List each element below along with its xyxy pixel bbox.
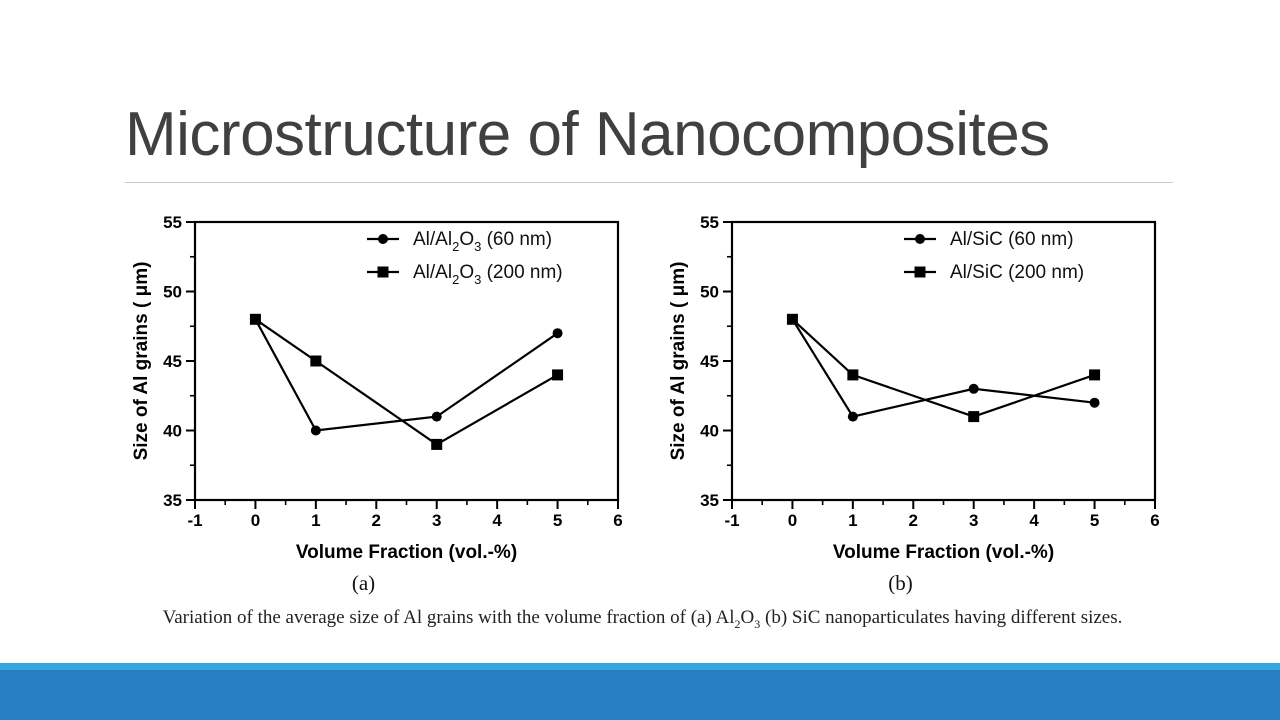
chart-b-xtick-label-2: 1 [848, 511, 857, 530]
chart-b-ytick-label-0: 35 [700, 491, 719, 510]
title-divider [125, 182, 1173, 183]
chart-b-ytick-label-3: 50 [700, 283, 719, 302]
chart-b-ytick-label-2: 45 [700, 352, 719, 371]
chart-b-xtick-label-4: 3 [969, 511, 978, 530]
chart-a-legend-label-0-part-3: 3 [474, 239, 481, 254]
footer-accent-stripe [0, 663, 1280, 670]
chart-b-xtick-label-3: 2 [909, 511, 918, 530]
chart-a-series-0-point-2 [431, 411, 442, 422]
chart-b-series-1-point-2 [968, 411, 980, 423]
chart-a-legend-label-1-part-3: 3 [474, 272, 481, 287]
chart-panel-a: -1 0 1 2 3 4 5 6 35 40 45 50 55 Volume Fraction (vol.… [125, 200, 625, 600]
chart-b-legend-marker-1 [914, 266, 926, 278]
chart-a-x-axis-title: Volume Fraction (vol.-%) [296, 542, 517, 563]
caption-prefix: Variation of the average size of Al grai… [162, 607, 735, 628]
caption-sub-2: 2 [734, 616, 741, 631]
chart-a-ytick-label-0: 35 [163, 491, 182, 510]
chart-b-series-0-point-1 [847, 411, 858, 422]
chart-b-legend-label-1: Al/SiC (200 nm) [950, 262, 1084, 283]
chart-b-legend-label-0-part-0: Al/SiC (60 nm) [950, 229, 1074, 250]
chart-a-legend-label-0-part-1: 2 [452, 239, 459, 254]
chart-b-panel-label: (b) [888, 571, 913, 595]
chart-a-legend-label-0-part-4: (60 nm) [481, 229, 552, 250]
chart-panel-b: -1 0 1 2 3 4 5 6 35 40 45 50 55 Volume Fraction (vol.… [662, 200, 1162, 600]
chart-a-xtick-label-2: 1 [311, 511, 320, 530]
chart-b-y-axis-title: Size of Al grains ( μm) [668, 262, 689, 461]
chart-b-series-1-point-3 [1089, 369, 1101, 381]
chart-a-xtick-label-1: 0 [251, 511, 260, 530]
chart-b-series-1-point-0 [786, 313, 798, 325]
chart-a-xtick-label-3: 2 [372, 511, 381, 530]
chart-b-xtick-label-6: 5 [1090, 511, 1099, 530]
chart-a-legend-marker-1 [377, 266, 389, 278]
chart-a-legend-label-0-part-0: Al/Al [413, 229, 452, 250]
chart-a-xtick-label-4: 3 [432, 511, 441, 530]
chart-a-xtick-label-0: -1 [187, 511, 202, 530]
chart-a-legend-label-1-part-1: 2 [452, 272, 459, 287]
chart-b-x-axis-title: Volume Fraction (vol.-%) [833, 542, 1054, 563]
chart-a-ytick-label-4: 55 [163, 213, 182, 232]
chart-a-legend-label-0-part-2: O [459, 229, 474, 250]
chart-a-ytick-label-3: 50 [163, 283, 182, 302]
chart-b-series-1-line [791, 318, 1095, 418]
chart-a-series-1-line [254, 318, 559, 446]
chart-b-xtick-label-1: 0 [788, 511, 797, 530]
chart-b-series-0-point-3 [1089, 397, 1100, 408]
chart-b-legend-marker-0 [915, 234, 925, 244]
chart-a-legend-label-1-part-0: Al/Al [413, 262, 452, 283]
chart-a-xtick-label-5: 4 [492, 511, 502, 530]
chart-a-series-1-point-2 [431, 438, 443, 450]
caption-sub-3: 3 [754, 616, 761, 631]
chart-a-series-1-point-1 [310, 355, 322, 367]
chart-a-ytick-label-2: 45 [163, 352, 182, 371]
chart-b-legend-label-0: Al/SiC (60 nm) [950, 229, 1074, 250]
chart-a-legend-label-1: Al/Al2O3 (200 nm) [413, 262, 563, 287]
footer-band [0, 663, 1280, 720]
caption-suffix: (b) SiC nanoparticulates having differen… [760, 607, 1123, 628]
chart-a-series-0-point-1 [310, 425, 321, 436]
chart-b-xtick-label-7: 6 [1150, 511, 1159, 530]
chart-a-series-1-point-0 [249, 313, 261, 325]
chart-b-series-0-point-2 [968, 383, 979, 394]
chart-b-series-0-line [791, 318, 1095, 418]
chart-a-legend-label-1-part-2: O [459, 262, 474, 283]
chart-b-legend-label-1-part-0: Al/SiC (200 nm) [950, 262, 1084, 283]
chart-b-series-1-point-1 [847, 369, 859, 381]
chart-b-xtick-label-0: -1 [724, 511, 739, 530]
figure-caption: Variation of the average size of Al grai… [120, 605, 1165, 637]
chart-a-y-axis-title: Size of Al grains ( μm) [131, 262, 152, 461]
chart-b-ytick-label-4: 55 [700, 213, 719, 232]
chart-a-legend-label-1-part-4: (200 nm) [481, 262, 562, 283]
chart-a-legend-marker-0 [378, 234, 388, 244]
slide-title: Microstructure of Nanocomposites [125, 100, 1050, 169]
chart-b-xtick-label-5: 4 [1029, 511, 1039, 530]
chart-b-plot-frame [730, 220, 1157, 502]
chart-a-xtick-label-6: 5 [553, 511, 562, 530]
chart-a-series-1-point-3 [552, 369, 564, 381]
chart-a-panel-label: (a) [352, 571, 375, 595]
chart-a-series-0-point-3 [552, 328, 563, 339]
chart-a-xtick-label-7: 6 [613, 511, 622, 530]
chart-a-ytick-label-1: 40 [163, 422, 182, 441]
chart-a-legend-label-0: Al/Al2O3 (60 nm) [413, 229, 552, 254]
chart-b-ytick-label-1: 40 [700, 422, 719, 441]
chart-a-series-0-line [254, 318, 559, 432]
caption-mid: O [740, 607, 755, 628]
